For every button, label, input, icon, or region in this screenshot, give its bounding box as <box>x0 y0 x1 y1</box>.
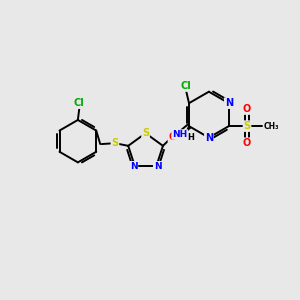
Text: N: N <box>154 162 161 171</box>
Text: H: H <box>187 133 194 142</box>
Text: CH₃: CH₃ <box>264 122 280 130</box>
Text: NH: NH <box>172 130 188 139</box>
Text: N: N <box>205 133 213 142</box>
Text: O: O <box>243 104 251 114</box>
Text: S: S <box>111 139 118 148</box>
Text: N: N <box>225 98 233 108</box>
Text: O: O <box>168 132 177 142</box>
Text: Cl: Cl <box>74 98 85 108</box>
Text: N: N <box>130 162 137 171</box>
Text: S: S <box>244 121 250 131</box>
Text: O: O <box>243 138 251 148</box>
Text: S: S <box>142 128 149 138</box>
Text: Cl: Cl <box>181 81 191 91</box>
